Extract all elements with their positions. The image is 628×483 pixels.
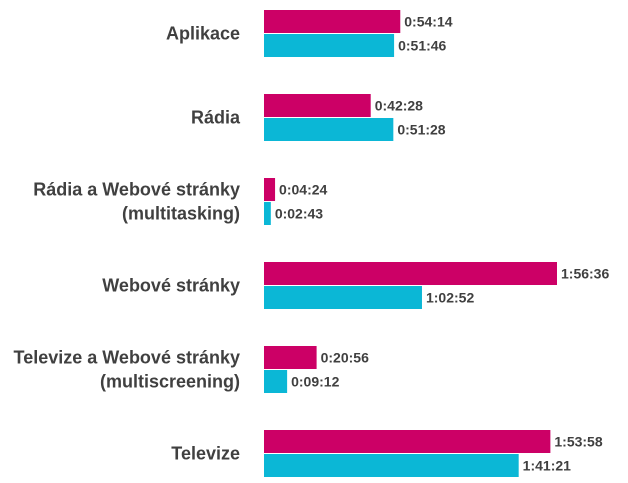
category-label: Aplikace	[166, 24, 240, 44]
bar-series-1	[264, 346, 317, 369]
bar-series-2	[264, 370, 288, 393]
category-label: Televize	[171, 444, 240, 464]
value-labels: 0:54:14 0:51:46 0:42:28 0:51:28 0:04:24 0:02:…	[275, 14, 610, 474]
data-label: 1:53:58	[554, 434, 602, 450]
category-labels: Aplikace Rádia Rádia a Webové stránky (mult…	[14, 24, 241, 464]
bar-series-2	[264, 286, 422, 309]
category-label: Rádia	[191, 108, 241, 128]
data-label: 0:42:28	[375, 98, 423, 114]
category-label: Televize a Webové stránky (multiscreening…	[14, 348, 240, 392]
bar-series-1	[264, 94, 371, 117]
bar-series-1	[264, 178, 276, 201]
bar-series-2	[264, 454, 519, 477]
bar-series-1	[264, 262, 557, 285]
data-label: 0:09:12	[291, 374, 339, 390]
data-label: 0:51:46	[398, 38, 446, 54]
bars	[264, 10, 557, 477]
bar-series-1	[264, 430, 551, 453]
bar-series-1	[264, 10, 401, 33]
data-label: 0:20:56	[321, 350, 369, 366]
bar-series-2	[264, 34, 395, 57]
bar-series-2	[264, 118, 394, 141]
data-label: 0:04:24	[279, 182, 327, 198]
data-label: 1:41:21	[523, 458, 571, 474]
data-label: 1:02:52	[426, 290, 474, 306]
data-label: 0:54:14	[404, 14, 452, 30]
category-label: Webové stránky	[102, 276, 240, 296]
data-label: 0:02:43	[275, 206, 323, 222]
data-label: 1:56:36	[561, 266, 609, 282]
category-label: Rádia a Webové stránky (multitasking)	[33, 180, 240, 224]
bar-series-2	[264, 202, 271, 225]
data-label: 0:51:28	[397, 122, 445, 138]
